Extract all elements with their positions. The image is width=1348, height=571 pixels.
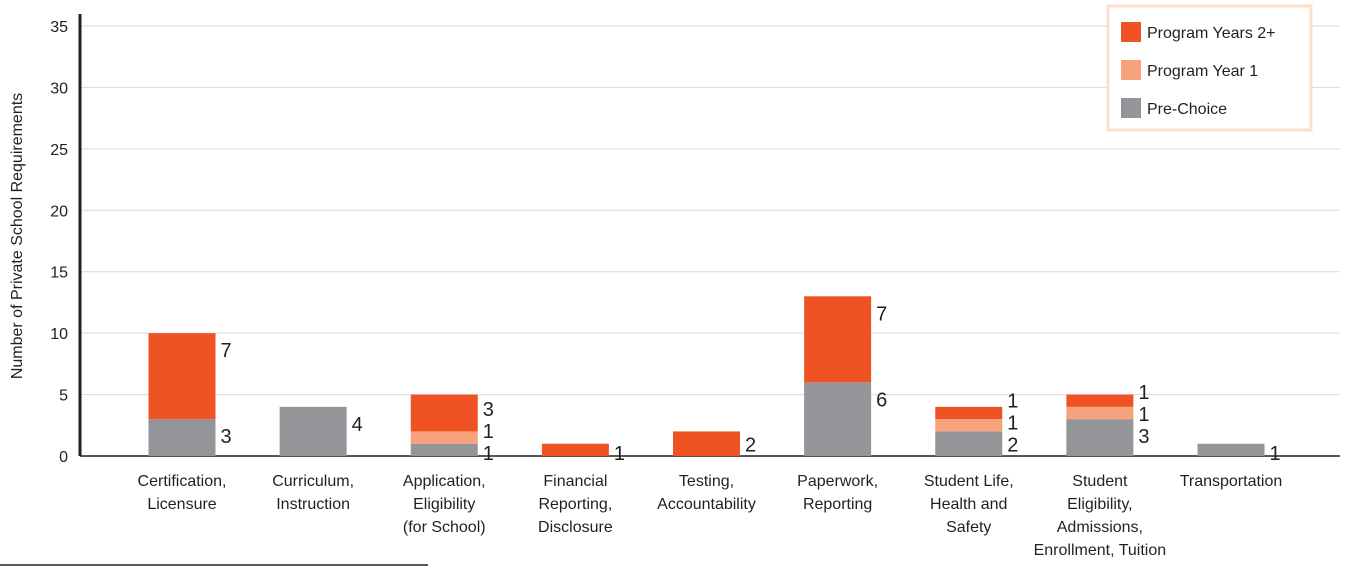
y-tick-label: 15: [50, 265, 68, 282]
bar-segment: [935, 419, 1003, 432]
data-label: 4: [352, 414, 363, 436]
category-label: Admissions,: [1057, 519, 1143, 536]
bar-segment: [804, 296, 872, 383]
legend-swatch: [1121, 98, 1141, 118]
data-label: 2: [1007, 434, 1018, 456]
category-label: Eligibility: [413, 496, 475, 513]
data-label: 6: [876, 389, 887, 411]
legend-label: Program Year 1: [1147, 63, 1258, 80]
data-label: 3: [1138, 426, 1149, 448]
category-label: Transportation: [1180, 473, 1283, 490]
data-label: 3: [221, 426, 232, 448]
data-label: 1: [483, 421, 494, 443]
category-label: Student Life,: [924, 473, 1014, 490]
data-label: 1: [1007, 412, 1018, 434]
data-label: 1: [614, 443, 625, 465]
y-tick-label: 0: [59, 449, 68, 466]
y-tick-label: 30: [50, 80, 68, 97]
bars: [148, 296, 1265, 456]
legend-box: [1106, 4, 1313, 132]
category-label: Eligibility,: [1067, 496, 1133, 513]
legend-swatch: [1121, 60, 1141, 80]
bar-segment: [541, 443, 609, 456]
bar-segment: [148, 333, 216, 420]
gridlines: [80, 25, 1340, 457]
category-label: Curriculum,: [272, 473, 354, 490]
bar-segment: [1197, 443, 1265, 456]
category-label: Enrollment, Tuition: [1034, 542, 1167, 559]
data-label: 7: [221, 340, 232, 362]
legend-label: Pre-Choice: [1147, 101, 1227, 118]
y-tick-label: 10: [50, 326, 68, 343]
y-tick-label: 5: [59, 388, 68, 405]
category-label: Paperwork,: [797, 473, 878, 490]
category-label: Certification,: [138, 473, 227, 490]
y-tick-label: 20: [50, 203, 68, 220]
legend-swatch: [1121, 22, 1141, 42]
category-label: Disclosure: [538, 519, 613, 536]
category-label: Licensure: [147, 496, 216, 513]
data-label: 7: [876, 303, 887, 325]
category-label: Financial: [543, 473, 607, 490]
category-label: Safety: [946, 519, 991, 536]
legend: Program Years 2+ Program Year 1 Pre-Choice: [1106, 4, 1313, 132]
bar-segment: [673, 431, 740, 456]
bar-segment: [935, 406, 1003, 420]
bar-segment: [804, 382, 872, 456]
y-tick-label: 35: [50, 19, 68, 36]
category-label: Instruction: [276, 496, 350, 513]
bar-segment: [935, 431, 1003, 456]
bar-segment: [410, 394, 478, 432]
category-label: Application,: [403, 473, 486, 490]
category-label: Student: [1072, 473, 1128, 490]
data-label: 3: [483, 399, 494, 421]
category-label: Reporting,: [538, 496, 612, 513]
data-label: 1: [1138, 404, 1149, 426]
bar-segment: [410, 431, 478, 444]
category-label: Reporting: [803, 496, 872, 513]
data-label: 1: [1270, 443, 1281, 465]
y-tick-label: 25: [50, 142, 68, 159]
y-axis-title: Number of Private School Requirements: [9, 93, 26, 379]
data-label: 1: [1007, 390, 1018, 412]
category-label: Accountability: [657, 496, 756, 513]
category-label: Testing,: [679, 473, 734, 490]
category-label: (for School): [403, 519, 486, 536]
bar-segment: [410, 443, 478, 456]
data-label: 2: [745, 434, 756, 456]
bar-segment: [1066, 394, 1134, 407]
category-label: Health and: [930, 496, 1007, 513]
data-label: 1: [1138, 382, 1149, 404]
legend-label: Program Years 2+: [1147, 25, 1276, 42]
bar-segment: [1066, 406, 1134, 420]
bar-segment: [148, 419, 216, 456]
bar-segment: [279, 406, 347, 456]
data-label: 1: [483, 443, 494, 465]
bar-segment: [1066, 419, 1134, 456]
x-category-labels: Certification, Licensure Curriculum, Instru…: [138, 473, 1283, 559]
y-tick-labels: 0 5 10 15 20 25 30 35: [50, 19, 68, 466]
